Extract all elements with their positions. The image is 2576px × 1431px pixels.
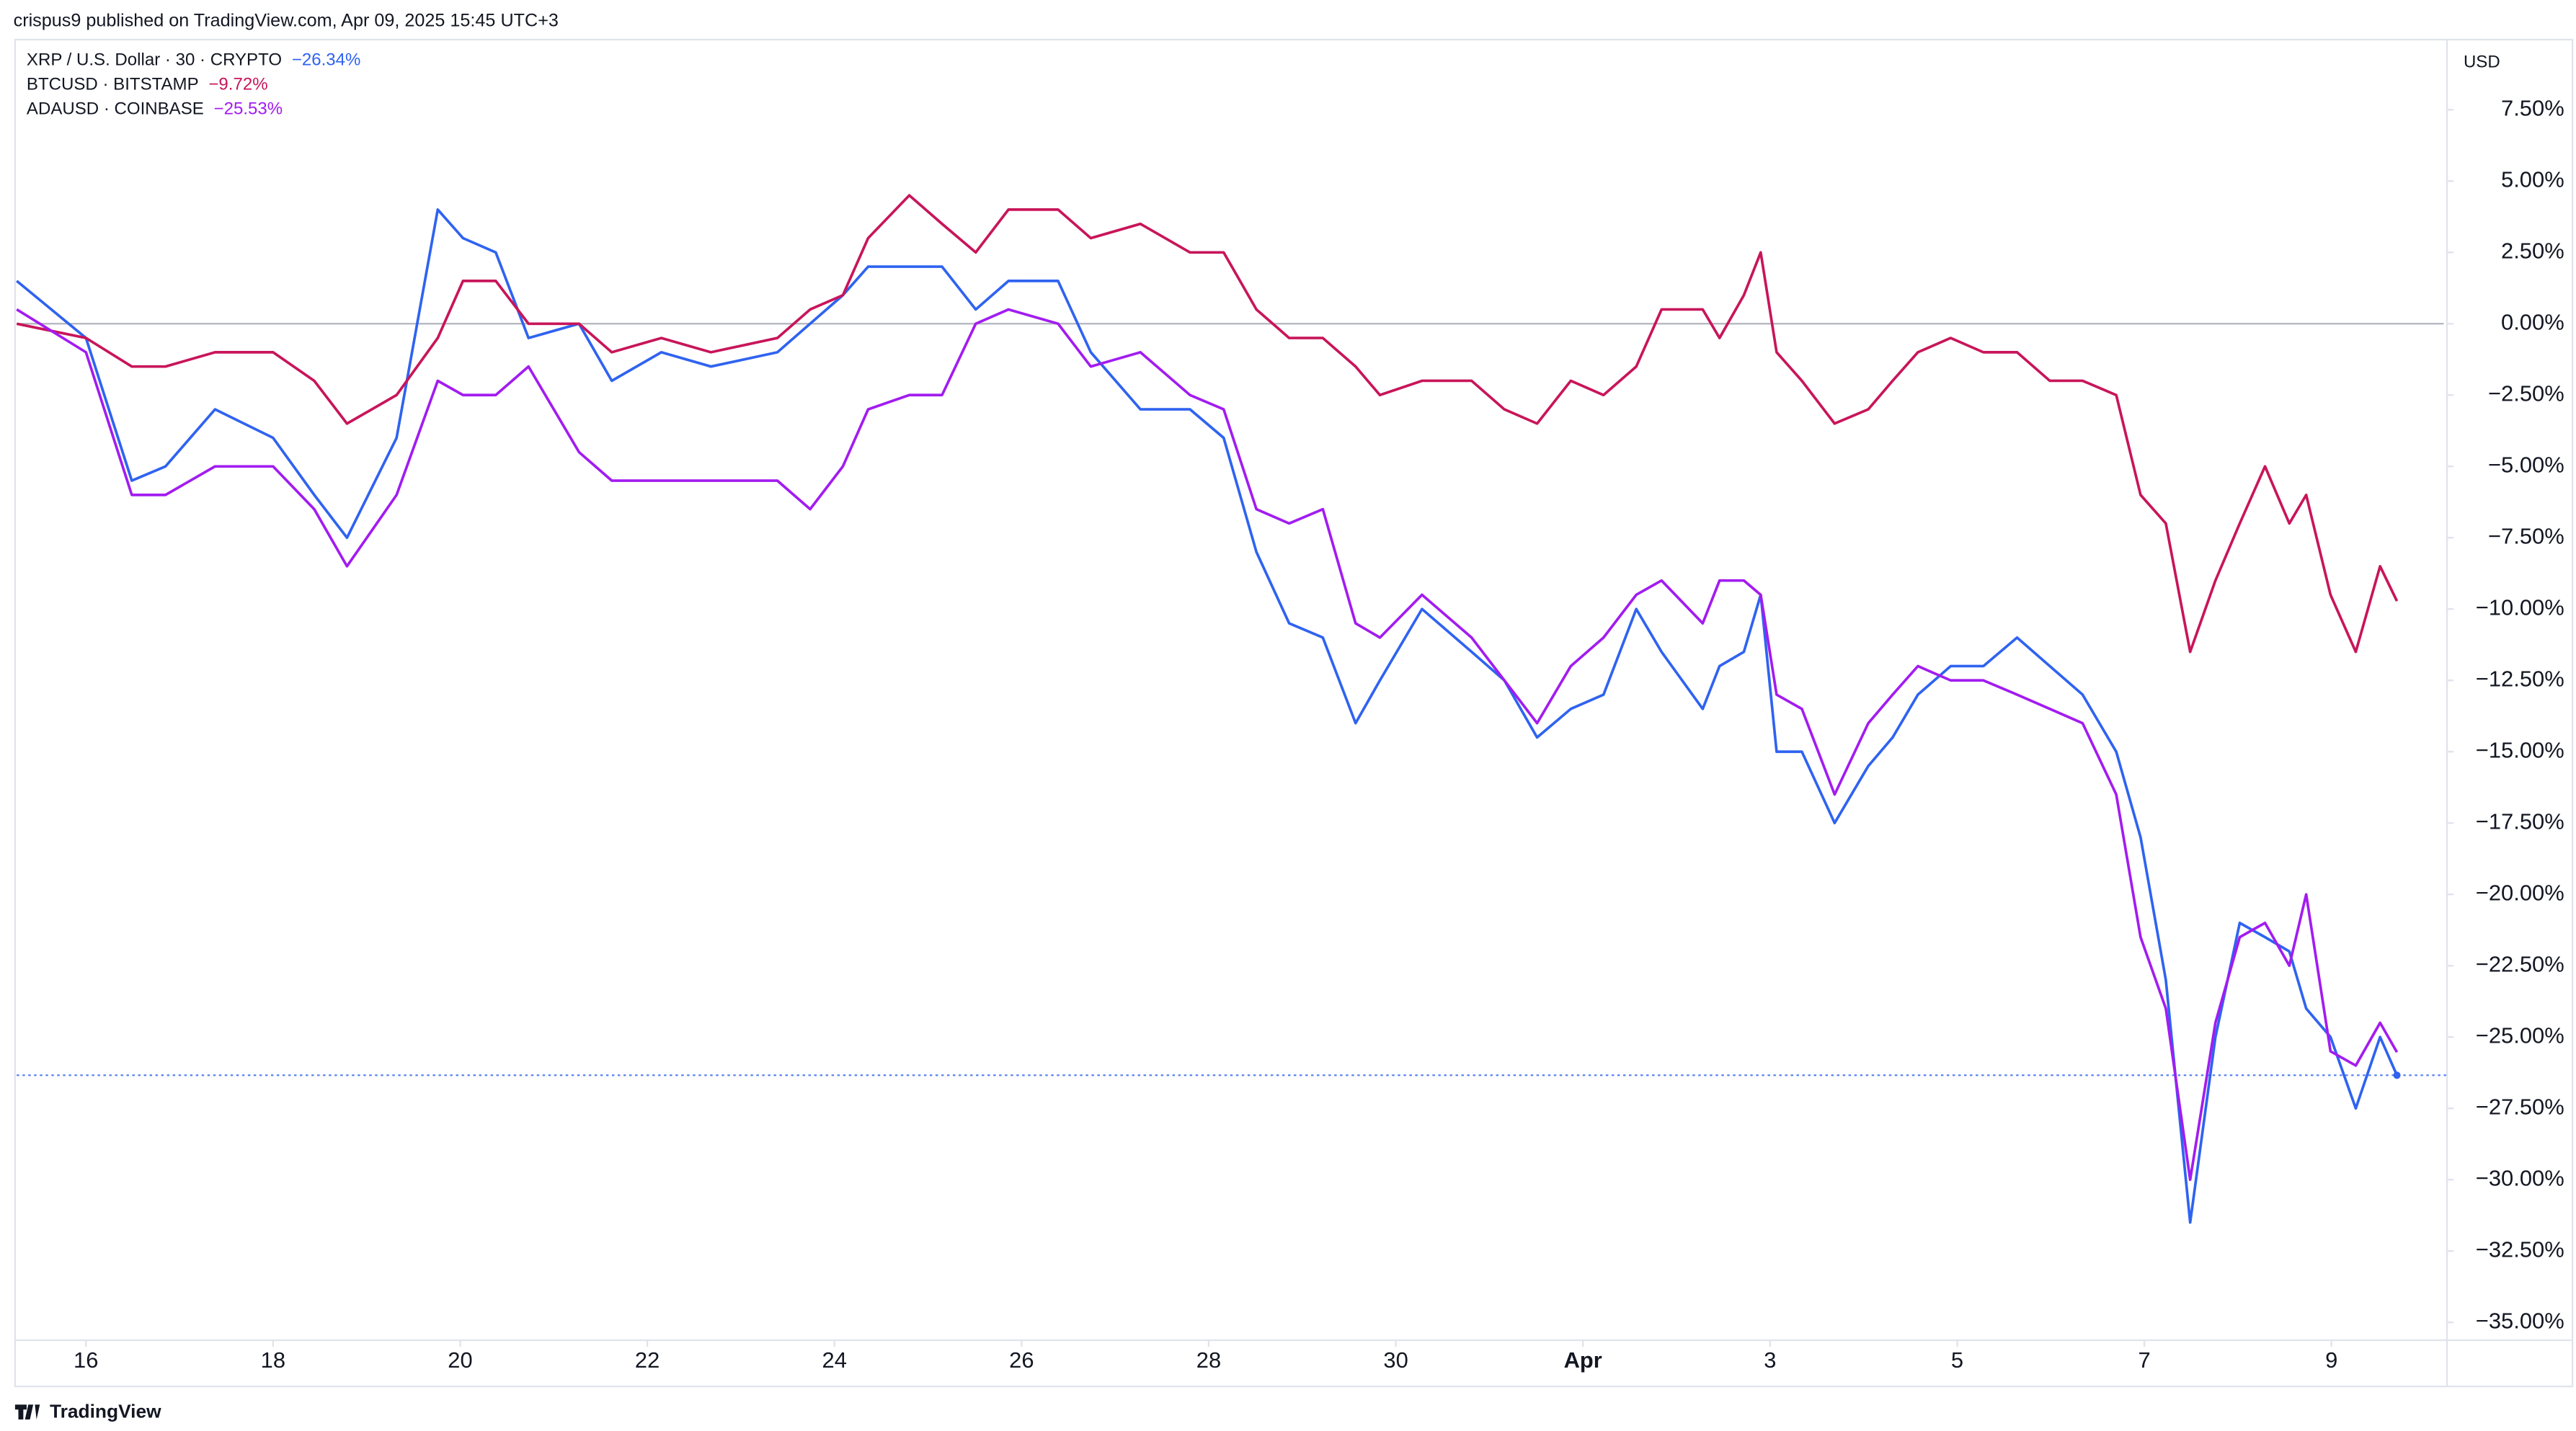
logo: TradingView <box>14 1401 161 1422</box>
legend-name: BTCUSD · BITSTAMP <box>27 75 199 94</box>
y-tick-label: −17.50% <box>2476 808 2564 834</box>
last-point <box>2393 1071 2401 1079</box>
frame <box>14 38 2574 1388</box>
series-line <box>16 308 2399 1182</box>
y-tick-label: −20.00% <box>2476 880 2564 905</box>
y-tick-label: −10.00% <box>2476 594 2564 620</box>
x-tick-label: 26 <box>1009 1347 1034 1373</box>
legend-entry: ADAUSD · COINBASE −25.53% <box>27 99 283 119</box>
header: crispus9 published on TradingView.com, A… <box>14 10 559 30</box>
x-tick-label: 3 <box>1764 1347 1776 1373</box>
y-tick-label: −27.50% <box>2476 1094 2564 1119</box>
y-tick-label: 7.50% <box>2501 95 2564 120</box>
x-tick-label: Apr <box>1564 1347 1602 1373</box>
y-tick-label: −30.00% <box>2476 1165 2564 1190</box>
logo-icon <box>14 1404 40 1419</box>
x-tick-label: 18 <box>261 1347 285 1373</box>
x-tick-label: 28 <box>1196 1347 1221 1373</box>
y-tick-label: −35.00% <box>2476 1308 2564 1333</box>
legend-value: −9.72% <box>208 75 267 94</box>
y-tick-label: −22.50% <box>2476 951 2564 976</box>
x-tick-label: 22 <box>635 1347 659 1373</box>
legend-entry: XRP / U.S. Dollar · 30 · CRYPTO −26.34% <box>27 50 360 70</box>
x-tick-label: 9 <box>2325 1347 2337 1373</box>
y-tick-label: −25.00% <box>2476 1022 2564 1048</box>
y-tick-label: 5.00% <box>2501 166 2564 192</box>
series-line <box>16 194 2399 654</box>
y-tick-label: 2.50% <box>2501 238 2564 263</box>
x-tick-label: 30 <box>1383 1347 1408 1373</box>
y-tick-label: −12.50% <box>2476 666 2564 691</box>
legend-value: −25.53% <box>214 99 283 119</box>
x-tick-label: 5 <box>1951 1347 1963 1373</box>
legend-entry: BTCUSD · BITSTAMP −9.72% <box>27 75 268 94</box>
legend-name: ADAUSD · COINBASE <box>27 99 204 119</box>
footer: TradingView <box>50 1401 161 1422</box>
legend-name: XRP / U.S. Dollar · 30 · CRYPTO <box>27 50 282 70</box>
legend-value: −26.34% <box>292 50 361 70</box>
y-tick-label: −15.00% <box>2476 737 2564 762</box>
x-tick-label: 16 <box>74 1347 98 1373</box>
y-tick-label: −2.50% <box>2488 380 2564 406</box>
y-tick-label: −5.00% <box>2488 452 2564 477</box>
x-tick-label: 20 <box>448 1347 472 1373</box>
y-tick-label: −7.50% <box>2488 523 2564 548</box>
y-tick-label: 0.00% <box>2501 309 2564 334</box>
x-tick-label: 24 <box>822 1347 847 1373</box>
x-tick-label: 7 <box>2138 1347 2150 1373</box>
axis-unit: USD <box>2464 52 2500 71</box>
y-tick-label: −32.50% <box>2476 1236 2564 1262</box>
